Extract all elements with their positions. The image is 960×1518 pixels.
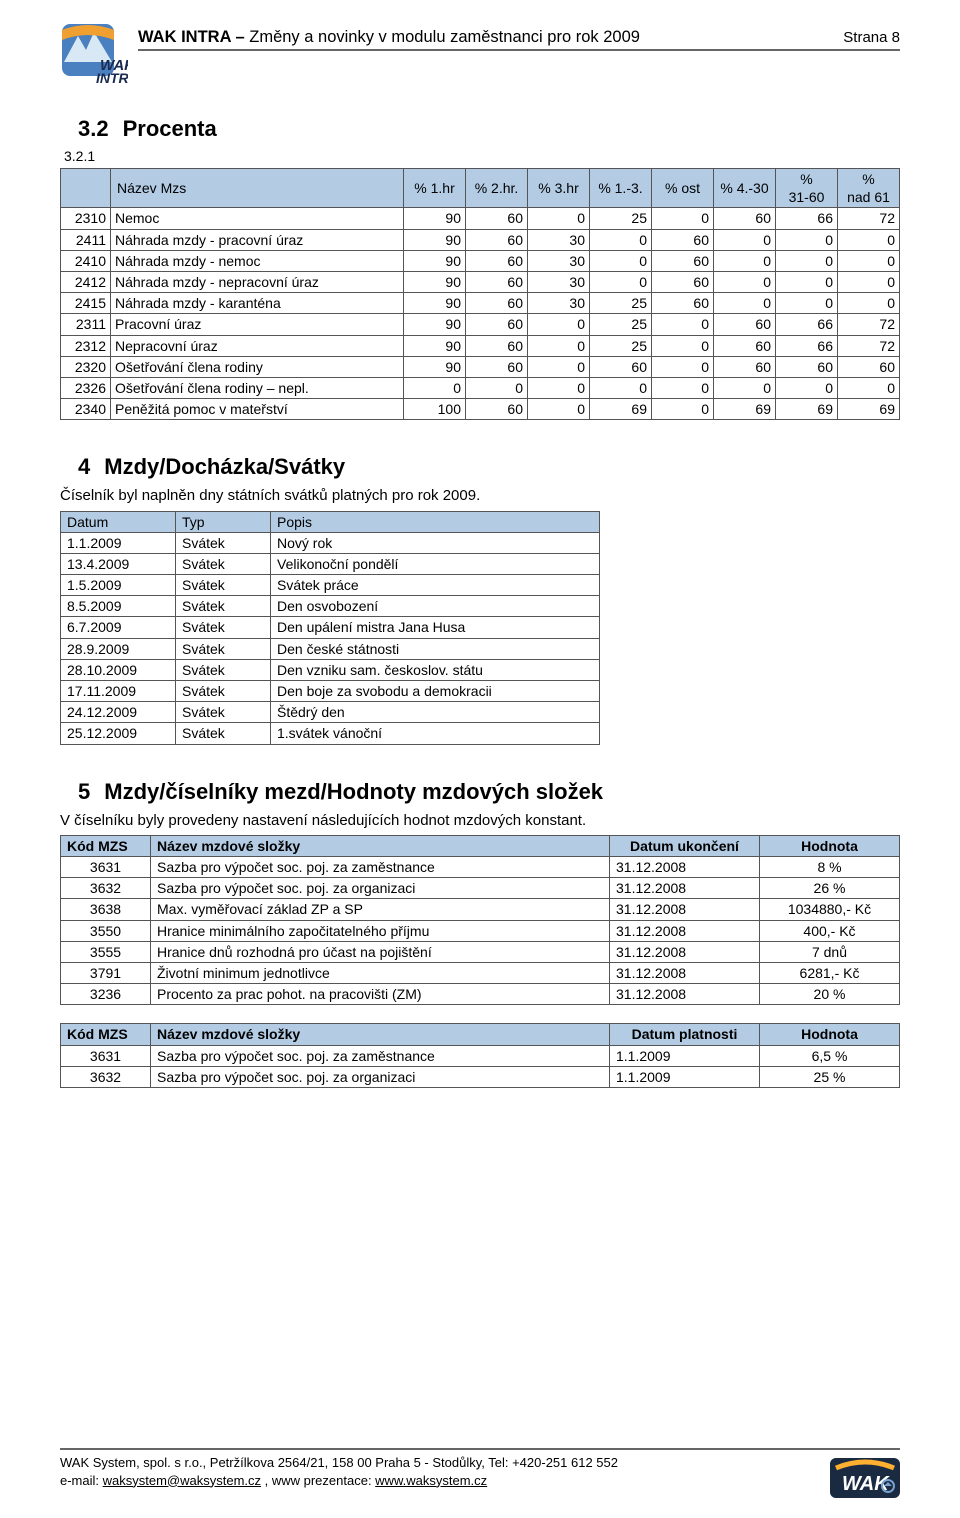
table-row: 2312Nepracovní úraz90600250606672 [61, 335, 900, 356]
th-blank [61, 169, 111, 208]
footer-line2a: e-mail: [60, 1473, 103, 1488]
table-row: 2326Ošetřování člena rodiny – nepl.00000… [61, 377, 900, 398]
svg-text:INTRA: INTRA [96, 70, 128, 86]
table-row: 1.1.2009SvátekNový rok [61, 532, 600, 553]
table-row: 1.5.2009SvátekSvátek práce [61, 575, 600, 596]
tbl-procenta: Název Mzs% 1.hr% 2.hr.% 3.hr% 1.-3.% ost… [60, 168, 900, 420]
footer-email[interactable]: waksystem@waksystem.cz [103, 1473, 261, 1488]
table-row: 6.7.2009SvátekDen upálení mistra Jana Hu… [61, 617, 600, 638]
table-row: 3550Hranice minimálního započitatelného … [61, 920, 900, 941]
sec32-heading: 3.2Procenta [78, 116, 900, 142]
th-nazev-mzs: Název Mzs [111, 169, 404, 208]
table-row: 24.12.2009SvátekŠtědrý den [61, 702, 600, 723]
table-row: 3638Max. vyměřovací základ ZP a SP31.12.… [61, 899, 900, 920]
th-nazev: Název mzdové složky [151, 835, 610, 856]
th-datum-uk: Datum ukončení [610, 835, 760, 856]
table-row: 2320Ošetřování člena rodiny9060060060606… [61, 356, 900, 377]
table-row: 13.4.2009SvátekVelikonoční pondělí [61, 553, 600, 574]
table-row: 28.10.2009SvátekDen vzniku sam. českoslo… [61, 659, 600, 680]
th-col2: % 1.hr [404, 169, 466, 208]
footer-url[interactable]: www.waksystem.cz [375, 1473, 487, 1488]
table-row: 3791Životní minimum jednotlivce31.12.200… [61, 962, 900, 983]
sec4-intro: Číselník byl naplněn dny státních svátků… [60, 486, 900, 506]
table-row: 3236Procento za prac pohot. na pracovišt… [61, 984, 900, 1005]
th-nazev2: Název mzdové složky [151, 1024, 610, 1045]
footer: WAK System, spol. s r.o., Petržílkova 25… [60, 1448, 900, 1502]
table-row: 3632Sazba pro výpočet soc. poj. za organ… [61, 1066, 900, 1087]
sec5-heading: 5Mzdy/číselníky mezd/Hodnoty mzdových sl… [78, 779, 900, 805]
table-row: 3631Sazba pro výpočet soc. poj. za zaměs… [61, 857, 900, 878]
table-row: 3555Hranice dnů rozhodná pro účast na po… [61, 941, 900, 962]
tbl-svatky: Datum Typ Popis 1.1.2009SvátekNový rok13… [60, 511, 600, 745]
table-row: 25.12.2009Svátek1.svátek vánoční [61, 723, 600, 744]
logo-bottom: WAK [830, 1454, 900, 1502]
table-row: 2411Náhrada mzdy - pracovní úraz90603006… [61, 229, 900, 250]
header-page: Strana 8 [843, 29, 900, 46]
logo-top: WAK INTRA [60, 18, 128, 86]
tbl-hodnoty1: Kód MZS Název mzdové složky Datum ukonče… [60, 835, 900, 1006]
table-row: 2340Peněžitá pomoc v mateřství1006006906… [61, 399, 900, 420]
table-row: 2410Náhrada mzdy - nemoc906030060000 [61, 250, 900, 271]
table-row: 3632Sazba pro výpočet soc. poj. za organ… [61, 878, 900, 899]
table-row: 3631Sazba pro výpočet soc. poj. za zaměs… [61, 1045, 900, 1066]
th-col6: % ost [652, 169, 714, 208]
table-row: 8.5.2009SvátekDen osvobození [61, 596, 600, 617]
th-col5: % 1.-3. [590, 169, 652, 208]
table-row: 2311Pracovní úraz90600250606672 [61, 314, 900, 335]
footer-line2b: , www prezentace: [261, 1473, 375, 1488]
footer-line1: WAK System, spol. s r.o., Petržílkova 25… [60, 1455, 618, 1470]
table-row: 17.11.2009SvátekDen boje za svobodu a de… [61, 681, 600, 702]
tbl-hodnoty2: Kód MZS Název mzdové složky Datum platno… [60, 1023, 900, 1088]
table-row: 2412Náhrada mzdy - nepracovní úraz906030… [61, 271, 900, 292]
th-typ: Typ [176, 511, 271, 532]
table-row: 2310Nemoc90600250606672 [61, 208, 900, 229]
sec321-num: 3.2.1 [64, 148, 900, 164]
th-col4: % 3.hr [528, 169, 590, 208]
th-kod: Kód MZS [61, 835, 151, 856]
th-31-60: %31-60 [776, 169, 838, 208]
table-row: 2415Náhrada mzdy - karanténa906030256000… [61, 293, 900, 314]
th-datum: Datum [61, 511, 176, 532]
th-hodnota2: Hodnota [760, 1024, 900, 1045]
header-title: WAK INTRA – Změny a novinky v modulu zam… [138, 28, 640, 47]
sec5-intro: V číselníku byly provedeny nastavení nás… [60, 811, 900, 831]
th-col7: % 4.-30 [714, 169, 776, 208]
table-row: 28.9.2009SvátekDen české státnosti [61, 638, 600, 659]
th-kod2: Kód MZS [61, 1024, 151, 1045]
th-hodnota: Hodnota [760, 835, 900, 856]
th-nad61: %nad 61 [838, 169, 900, 208]
sec4-heading: 4Mzdy/Docházka/Svátky [78, 454, 900, 480]
th-col3: % 2.hr. [466, 169, 528, 208]
th-popis: Popis [271, 511, 600, 532]
th-datum-pl: Datum platnosti [610, 1024, 760, 1045]
